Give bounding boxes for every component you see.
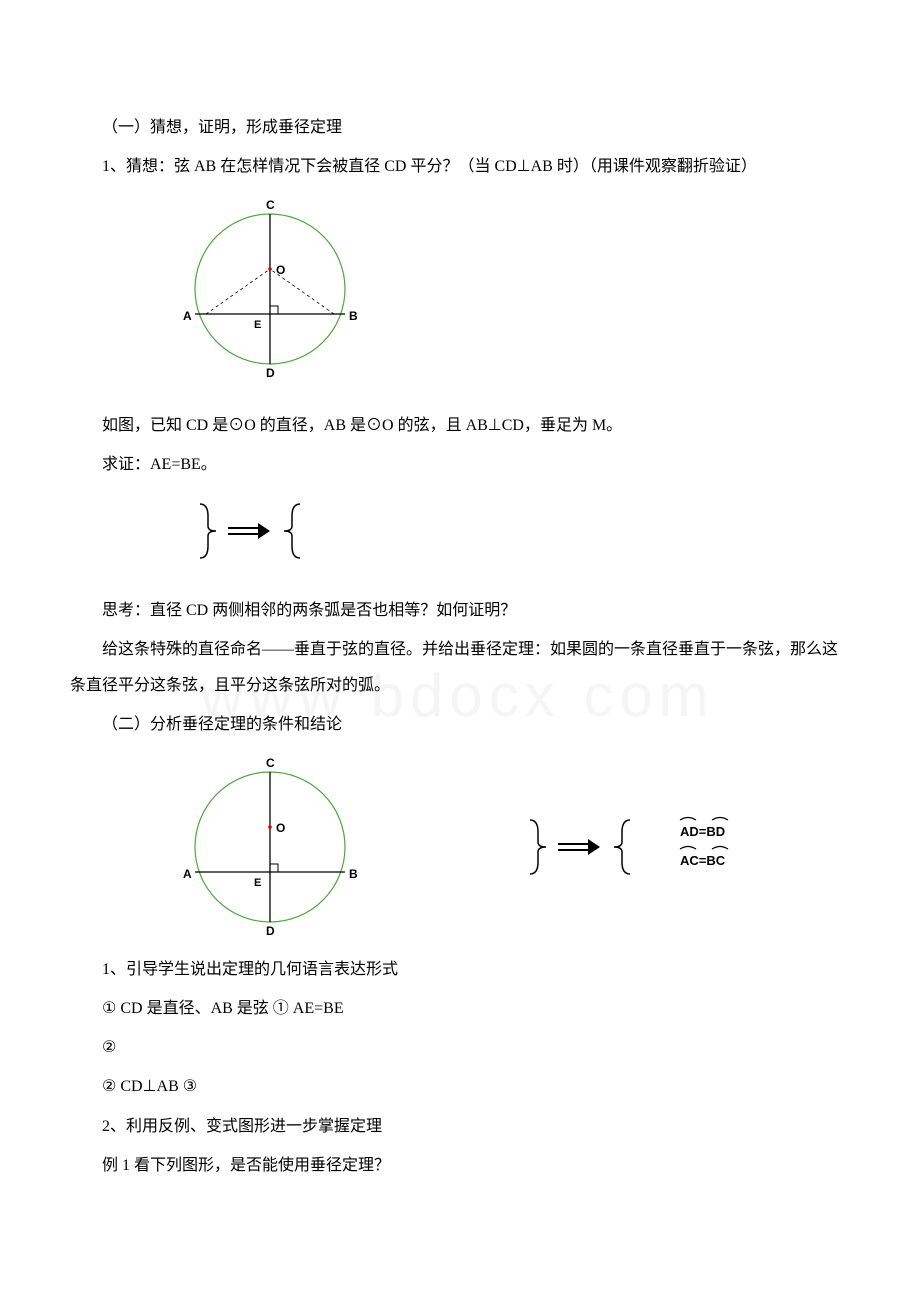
- figure1-container: C D A B E O: [180, 194, 850, 397]
- figure2-label-d: D: [266, 924, 275, 938]
- braces-figure1: [180, 496, 850, 579]
- figure2-svg: C D A B E O: [180, 752, 360, 942]
- figure2-label-a: A: [183, 867, 192, 881]
- figure2-label-c: C: [266, 756, 275, 770]
- figure1-center-dot: [268, 268, 272, 272]
- braces1-arrow-head: [258, 523, 270, 539]
- section1-p2: 如图，已知 CD 是⊙O 的直径，AB 是⊙O 的弦，且 AB⊥CD，垂足为 M…: [70, 408, 850, 443]
- arc-text-2: AC=BC: [680, 853, 725, 868]
- section1-p1: 1、猜想：弦 AB 在怎样情况下会被直径 CD 平分？（当 CD⊥AB 时）（用…: [70, 149, 850, 184]
- section1-p4: 思考：直径 CD 两侧相邻的两条弧是否也相等？如何证明？: [70, 593, 850, 628]
- section2-heading: （二）分析垂径定理的条件和结论: [70, 707, 850, 742]
- braces2-left: [530, 820, 546, 874]
- braces1-right: [284, 504, 300, 558]
- figure1-label-a: A: [183, 309, 192, 323]
- section2-line3: ② CD⊥AB ③: [70, 1069, 850, 1104]
- braces2-arrow-head: [588, 839, 600, 855]
- arc-hat-2: [678, 843, 734, 851]
- figure2-label-b: B: [349, 867, 358, 881]
- arc-hat-1: [678, 814, 734, 822]
- section1-heading: （一）猜想，证明，形成垂径定理: [70, 110, 850, 145]
- figure2-label-o: O: [276, 821, 285, 835]
- arc-label-acbc: AC=BC: [680, 847, 725, 876]
- braces1-svg: [180, 496, 320, 566]
- section1-p5: 给这条特殊的直径命名——垂直于弦的直径。并给出垂径定理：如果圆的一条直径垂直于一…: [70, 632, 850, 702]
- section2-line1: ① CD 是直径、AB 是弦 ① AE=BE: [70, 991, 850, 1026]
- braces2-right: [614, 820, 630, 874]
- figure1-label-d: D: [266, 366, 275, 380]
- section2-p3: 例 1 看下列图形，是否能使用垂径定理？: [70, 1148, 850, 1183]
- braces2-svg: [510, 812, 650, 882]
- section2-line2: ②: [70, 1030, 850, 1065]
- figure2-perp: [270, 864, 278, 872]
- figure1-label-o: O: [276, 263, 285, 277]
- arc-labels: AD=BD AC=BC: [680, 818, 725, 875]
- section2-p1: 1、引导学生说出定理的几何语言表达形式: [70, 952, 850, 987]
- figure2-row: C D A B E O AD=BD: [180, 752, 850, 942]
- braces1-left: [200, 504, 216, 558]
- figure2-label-e: E: [254, 877, 261, 889]
- figure2-center-dot: [268, 825, 272, 829]
- section1-p3: 求证：AE=BE。: [70, 447, 850, 482]
- figure1-label-c: C: [266, 198, 275, 212]
- figure1-label-e: E: [254, 319, 261, 331]
- figure1-label-b: B: [349, 309, 358, 323]
- figure1-svg: C D A B E O: [180, 194, 360, 384]
- arc-text-1: AD=BD: [680, 824, 725, 839]
- braces2-wrapper: AD=BD AC=BC: [510, 812, 725, 882]
- section2-p2: 2、利用反例、变式图形进一步掌握定理: [70, 1109, 850, 1144]
- figure1-oa: [206, 269, 270, 314]
- figure1-perp: [270, 306, 278, 314]
